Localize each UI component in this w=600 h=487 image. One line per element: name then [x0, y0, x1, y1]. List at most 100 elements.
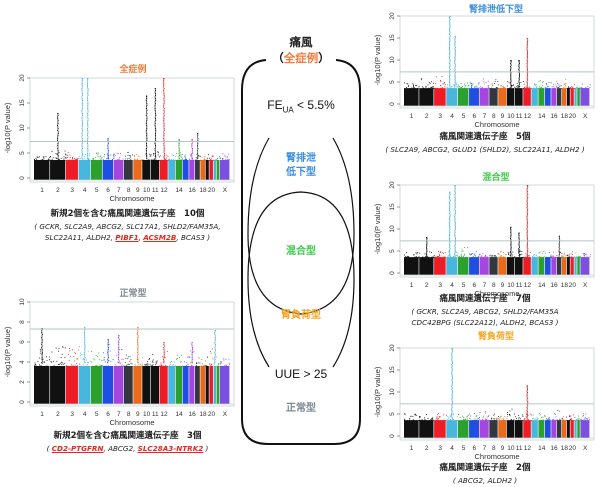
point-cloud: [195, 160, 200, 180]
snp-point: [404, 418, 405, 420]
snp-point: [205, 360, 206, 362]
snp-point: [155, 131, 157, 133]
snp-point: [487, 80, 489, 82]
snp-point: [513, 256, 515, 258]
snp-point: [427, 84, 429, 86]
snp-point: [448, 17, 450, 19]
snp-point: [214, 335, 216, 337]
snp-point: [87, 129, 89, 131]
snp-point: [81, 149, 83, 151]
snp-point: [454, 73, 456, 75]
snp-point: [87, 111, 89, 113]
snp-point: [526, 70, 528, 72]
snp-point: [454, 237, 456, 240]
snp-point: [526, 246, 528, 248]
point-cloud: [489, 257, 498, 275]
chromosome-18-points: [200, 359, 207, 404]
x-tick-label: 11: [516, 113, 523, 120]
snp-point: [180, 152, 182, 154]
chromosome-20-points: [209, 348, 214, 404]
snp-point: [527, 193, 529, 196]
snp-point: [146, 119, 148, 121]
snp-point: [78, 155, 80, 157]
x-tick-label: 20: [569, 113, 577, 120]
snp-point: [511, 419, 512, 421]
snp-point: [451, 411, 453, 413]
snp-point: [113, 156, 115, 158]
snp-point: [454, 195, 456, 197]
snp-point: [549, 257, 551, 259]
snp-point: [480, 256, 482, 258]
snp-point: [439, 254, 441, 256]
snp-point: [59, 363, 61, 365]
snp-point: [420, 79, 422, 81]
snp-point: [127, 358, 129, 360]
snp-point: [430, 419, 432, 421]
point-cloud: [561, 88, 567, 106]
snp-point: [57, 153, 59, 155]
snp-point: [451, 367, 453, 369]
snp-point: [449, 253, 451, 256]
gene-name: GCKR: [416, 307, 437, 316]
snp-point: [555, 84, 557, 86]
point-cloud: [65, 160, 78, 180]
point-cloud: [65, 366, 78, 404]
y-tick-label: 5: [19, 151, 26, 155]
snp-point: [117, 361, 119, 363]
snp-point: [154, 141, 156, 143]
snp-point: [511, 408, 513, 410]
snp-point: [164, 357, 166, 358]
snp-point: [449, 233, 451, 235]
snp-point: [454, 239, 456, 241]
point-cloud: [195, 366, 200, 404]
snp-point: [163, 136, 165, 138]
snp-point: [510, 61, 512, 63]
snp-point: [510, 80, 512, 82]
snp-point: [107, 154, 109, 156]
snp-point: [137, 348, 139, 350]
x-tick-label: 20: [208, 411, 216, 418]
snp-point: [565, 83, 567, 85]
point-cloud: [404, 257, 419, 275]
snp-point: [195, 365, 197, 367]
snp-point: [210, 363, 212, 365]
snp-point: [214, 358, 216, 360]
snp-point: [451, 368, 453, 370]
x-tick-label: 4: [83, 411, 87, 418]
snp-point: [91, 350, 92, 352]
x-tick-label: 5: [95, 187, 99, 194]
snp-point: [518, 251, 520, 253]
diagram-subtitle: （全症例）: [236, 50, 366, 66]
snp-point: [437, 414, 438, 416]
snp-point: [154, 91, 156, 93]
plot-frame: [399, 15, 595, 109]
snp-point: [220, 362, 222, 364]
snp-point: [527, 57, 529, 59]
snp-point: [150, 365, 152, 367]
point-cloud: [50, 160, 66, 180]
chromosome-16-points: [551, 80, 558, 106]
snp-point: [102, 159, 104, 161]
snp-point: [454, 208, 456, 210]
snp-point: [510, 230, 512, 232]
snp-point: [533, 256, 535, 258]
snp-point: [156, 362, 158, 364]
snp-point: [114, 153, 115, 155]
snp-point: [210, 352, 212, 354]
snp-point: [450, 256, 452, 258]
snp-point: [81, 98, 83, 100]
snp-point: [426, 255, 428, 257]
snp-point: [129, 155, 131, 156]
snp-point: [155, 136, 157, 138]
snp-point: [64, 347, 66, 349]
snp-point: [528, 87, 530, 89]
snp-point: [454, 83, 456, 85]
y-tick-label: 10: [19, 124, 26, 132]
x-tick-label: 4: [83, 187, 87, 194]
snp-point: [137, 155, 139, 157]
snp-point: [565, 420, 567, 421]
snp-point: [85, 365, 87, 367]
snp-point: [458, 85, 460, 87]
x-tick-label: 10: [143, 187, 151, 194]
snp-point: [419, 257, 421, 259]
